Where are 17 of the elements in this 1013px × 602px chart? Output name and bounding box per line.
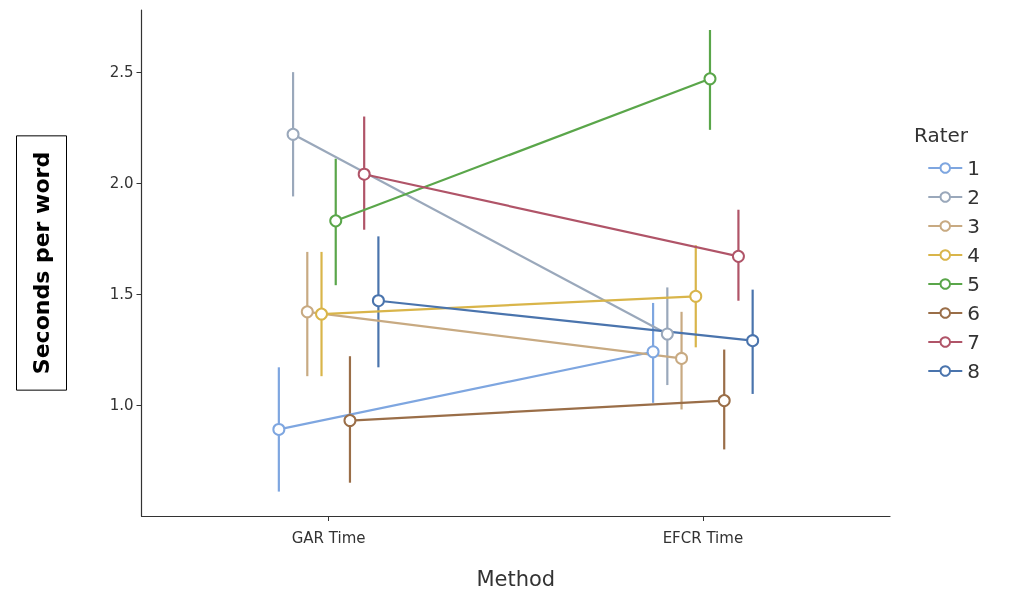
legend-title: Rater (913, 123, 969, 147)
legend-label: 7 (967, 330, 981, 354)
legend-label: 1 (967, 156, 981, 180)
legend-label: 3 (967, 214, 981, 238)
y-tick-label: 1.5 (109, 285, 134, 304)
x-tick-label: EFCR Time (662, 528, 744, 547)
x-tick-label: GAR Time (291, 528, 366, 547)
legend-label: 4 (967, 243, 981, 267)
legend-label: 5 (967, 272, 981, 296)
y-tick-label: 2.0 (109, 174, 134, 193)
legend-label: 6 (967, 301, 981, 325)
y-tick-label: 1.0 (109, 396, 134, 415)
y-axis-title: Seconds per word (29, 151, 54, 375)
y-tick-label: 2.5 (109, 63, 134, 82)
x-axis-title: Method (476, 566, 556, 591)
legend-label: 2 (967, 185, 981, 209)
legend-label: 8 (967, 359, 981, 383)
